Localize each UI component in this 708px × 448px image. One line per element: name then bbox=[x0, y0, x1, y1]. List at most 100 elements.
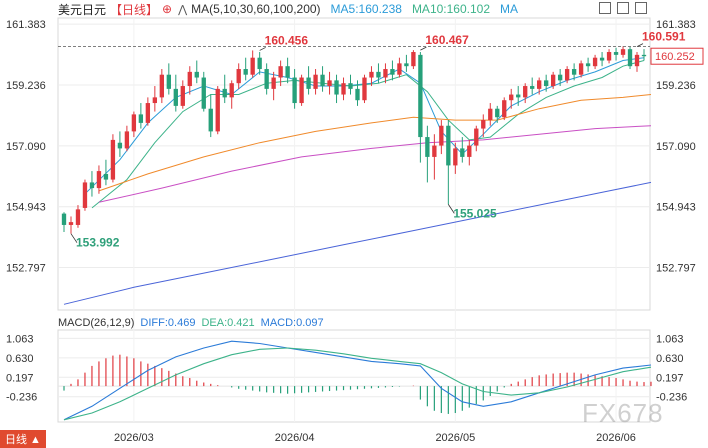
price-tick-label-left: 154.943 bbox=[6, 202, 46, 214]
current-price-label: 160.252 bbox=[655, 51, 695, 63]
price-tick-label-right: 159.236 bbox=[656, 80, 696, 92]
candle-body bbox=[145, 103, 151, 123]
candle-body bbox=[159, 74, 164, 98]
download-icon[interactable] bbox=[617, 2, 629, 14]
candle-body bbox=[75, 209, 81, 225]
candle-body bbox=[439, 125, 444, 146]
candle-body bbox=[327, 80, 332, 87]
period-button[interactable]: 【日线】 bbox=[110, 2, 159, 17]
candle-body bbox=[404, 63, 409, 67]
candle-body bbox=[229, 83, 234, 98]
candle-body bbox=[516, 94, 521, 98]
ma-line-ma30 bbox=[98, 94, 652, 192]
macd-diff-line bbox=[63, 340, 652, 421]
current-price-box bbox=[650, 47, 704, 65]
candle-body bbox=[544, 80, 549, 87]
candle-body bbox=[641, 54, 647, 57]
candle-body bbox=[495, 108, 500, 118]
annotation-label-low: 153.992 bbox=[76, 236, 120, 250]
chart-header: 美元日元 【日线】 ⊕ ⋀ MA(5,10,30,60,100,200) MA5… bbox=[0, 0, 522, 18]
annotation-leader bbox=[259, 47, 266, 51]
candle-body bbox=[606, 52, 612, 61]
annotation-label-low: 155.025 bbox=[453, 206, 497, 220]
symbol-name: 美元日元 bbox=[58, 2, 107, 17]
candle-body bbox=[481, 120, 486, 129]
macd-tick-label-left: -0.236 bbox=[6, 392, 37, 404]
candle-body bbox=[383, 69, 388, 78]
toolbar bbox=[593, 2, 647, 14]
candle-body bbox=[362, 77, 367, 101]
price-tick-label-left: 157.090 bbox=[6, 141, 46, 153]
candle-body bbox=[201, 77, 206, 109]
candle-body bbox=[446, 125, 451, 166]
candle-body bbox=[390, 69, 395, 75]
macd-dea: DEA:0.421 bbox=[201, 317, 255, 329]
candle-body bbox=[425, 137, 430, 157]
date-tick-label: 2026/06 bbox=[596, 432, 636, 444]
ma-more: MA bbox=[500, 2, 518, 16]
annotation-leader bbox=[420, 46, 427, 51]
candle-body bbox=[348, 83, 353, 89]
price-tick-label-right: 154.943 bbox=[656, 202, 696, 214]
candle-body bbox=[634, 54, 640, 67]
candle-body bbox=[460, 148, 465, 157]
candle-body bbox=[509, 94, 514, 101]
price-tick-label-right: 152.797 bbox=[656, 263, 696, 275]
candle-body bbox=[292, 77, 297, 104]
candle-body bbox=[89, 182, 95, 189]
candle-body bbox=[61, 213, 67, 225]
candle-body bbox=[117, 142, 123, 149]
watermark-logo: FX678 bbox=[582, 398, 664, 428]
candle-body bbox=[418, 54, 423, 138]
candle-body bbox=[467, 145, 472, 157]
macd-tick-label-left: 0.630 bbox=[6, 353, 34, 365]
candle-body bbox=[222, 88, 227, 98]
candle-body bbox=[173, 88, 178, 106]
candle-body bbox=[537, 80, 542, 89]
candle-body bbox=[82, 182, 88, 208]
candle-body bbox=[250, 57, 255, 75]
candle-body bbox=[215, 88, 220, 132]
candle-body bbox=[355, 88, 360, 101]
macd-plot-frame bbox=[57, 329, 651, 423]
candle-body bbox=[474, 128, 479, 146]
date-tick-label: 2026/03 bbox=[114, 432, 154, 444]
price-tick-label-left: 152.797 bbox=[6, 263, 46, 275]
candle-body bbox=[285, 66, 290, 78]
candle-body bbox=[166, 74, 171, 89]
price-plot-frame bbox=[57, 17, 651, 311]
candle-body bbox=[334, 80, 339, 95]
macd-tick-label-left: 0.197 bbox=[6, 372, 34, 384]
candle-body bbox=[152, 97, 158, 104]
indicator-icon[interactable]: ⋀ bbox=[178, 3, 188, 16]
price-tick-label-left: 159.236 bbox=[6, 80, 46, 92]
date-tick-label: 2026/05 bbox=[435, 432, 475, 444]
macd-header: MACD(26,12,9) DIFF:0.469 DEA:0.421 MACD:… bbox=[58, 316, 330, 330]
candle-body bbox=[341, 83, 346, 95]
candle-body bbox=[194, 71, 199, 78]
candle-body bbox=[571, 69, 577, 75]
close-icon[interactable] bbox=[635, 2, 647, 14]
price-tick-label-right: 157.090 bbox=[656, 141, 696, 153]
candle-body bbox=[599, 57, 605, 61]
candle-body bbox=[264, 69, 269, 89]
grid-icon[interactable] bbox=[599, 2, 611, 14]
annotation-leader bbox=[448, 204, 455, 214]
candle-body bbox=[313, 74, 318, 89]
candle-body bbox=[585, 63, 591, 67]
add-icon[interactable]: ⊕ bbox=[162, 2, 173, 16]
candle-body bbox=[278, 66, 283, 78]
period-tag[interactable]: 日线 ▲ bbox=[0, 430, 46, 448]
annotation-label-high: 160.591 bbox=[642, 30, 686, 44]
candle-body bbox=[453, 148, 458, 166]
candle-body bbox=[376, 71, 381, 78]
candle-body bbox=[306, 77, 311, 89]
candle-body bbox=[243, 69, 248, 75]
macd-value: MACD:0.097 bbox=[260, 317, 324, 329]
candle-body bbox=[180, 86, 185, 106]
candle-body bbox=[620, 49, 626, 55]
price-tick-label-right: 161.383 bbox=[656, 19, 696, 31]
candle-body bbox=[564, 69, 570, 81]
macd-title: MACD(26,12,9) bbox=[58, 317, 135, 329]
ma10-value: MA10:160.102 bbox=[411, 2, 490, 16]
